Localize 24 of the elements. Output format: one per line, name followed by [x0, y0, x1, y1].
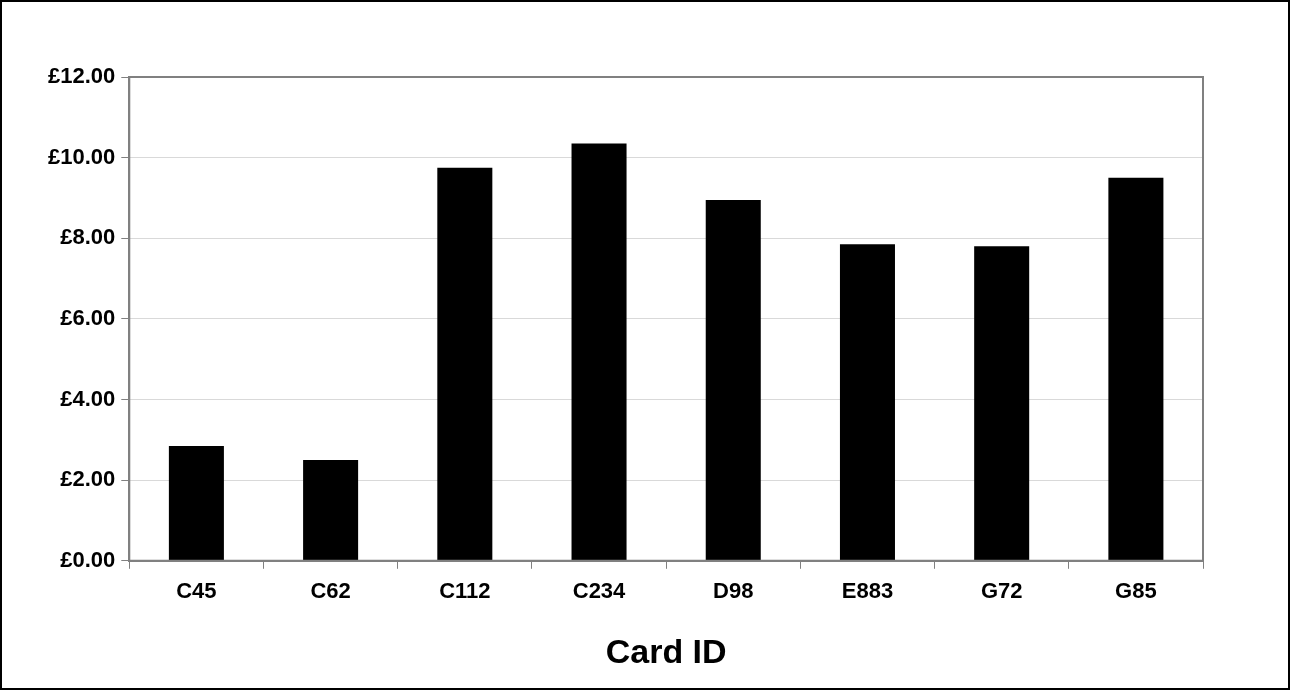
y-tick-label: £2.00 [60, 466, 116, 492]
bar [571, 143, 627, 561]
y-tick-label: £10.00 [47, 143, 116, 169]
bar [437, 167, 493, 561]
bar [974, 246, 1030, 561]
x-tick-label: G85 [1115, 578, 1157, 604]
x-tick-label: C45 [176, 578, 217, 604]
y-tick-label: £6.00 [60, 304, 116, 330]
x-axis-title: Card ID [605, 631, 727, 670]
x-tick-label: C112 [439, 578, 491, 604]
bar [1108, 177, 1164, 561]
x-tick-label: G72 [980, 578, 1023, 604]
bar [168, 445, 224, 561]
y-tick-label: £4.00 [60, 385, 116, 411]
x-tick-label: E883 [841, 578, 894, 604]
bar [839, 244, 895, 561]
x-tick-label: D98 [713, 578, 754, 604]
bar [705, 199, 761, 561]
x-tick-label: C62 [310, 578, 351, 604]
y-tick-label: £8.00 [60, 224, 116, 250]
bar [303, 460, 359, 561]
y-tick-label: £12.00 [47, 63, 116, 89]
y-tick-label: £0.00 [60, 546, 116, 572]
x-tick-label: C234 [572, 578, 627, 604]
